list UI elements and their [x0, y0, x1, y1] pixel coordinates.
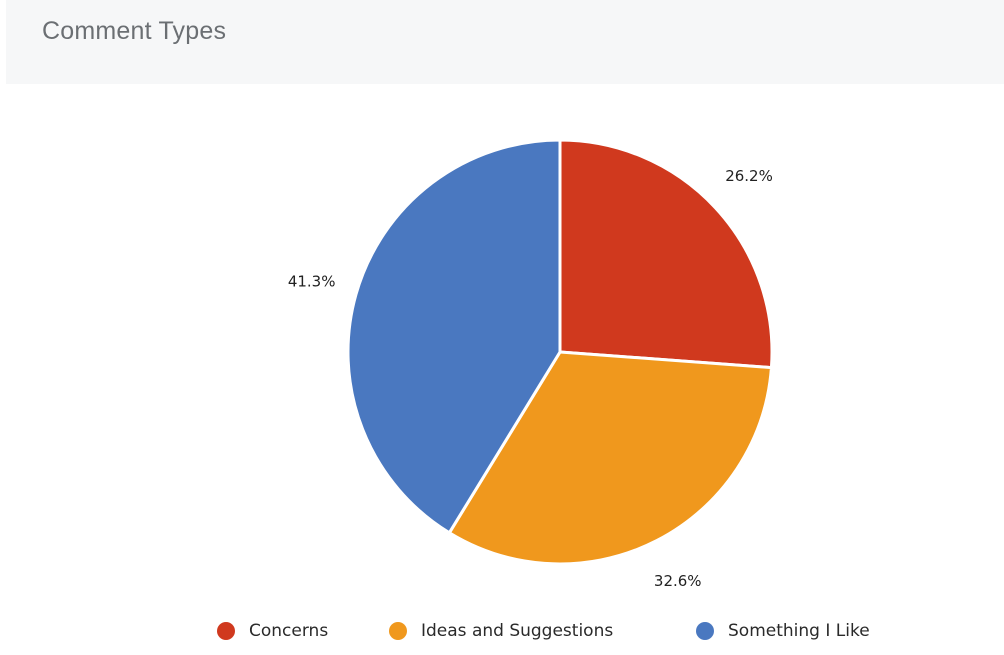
chart-legend: Concerns Ideas and Suggestions Something… [0, 616, 1004, 646]
panel-title: Comment Types [42, 17, 227, 45]
legend-label-concerns: Concerns [249, 621, 329, 641]
slice-label-something-i-like: 41.3% [288, 273, 336, 291]
legend-swatch-ideas-and-suggestions [389, 622, 407, 640]
pie-labels: 26.2% 32.6% 41.3% [288, 167, 773, 590]
legend-label-ideas-and-suggestions: Ideas and Suggestions [421, 621, 614, 641]
pie-slice-concerns[interactable] [558, 138, 774, 370]
legend-item-concerns[interactable]: Concerns [217, 616, 328, 646]
panel-header: Comment Types [6, 0, 1004, 84]
slice-label-concerns: 26.2% [725, 167, 773, 185]
pie-chart: 26.2% 32.6% 41.3% [288, 138, 774, 590]
legend-label-something-i-like: Something I Like [728, 621, 870, 641]
slice-label-ideas-and-suggestions: 32.6% [654, 572, 702, 590]
legend-swatch-concerns [217, 622, 235, 640]
pie-slice-something-i-like[interactable] [346, 138, 562, 535]
legend-item-something-i-like[interactable]: Something I Like [696, 616, 870, 646]
pie-slice-ideas-and-suggestions[interactable] [447, 350, 773, 566]
pie-slices [346, 138, 774, 566]
legend-swatch-something-i-like [696, 622, 714, 640]
legend-item-ideas-and-suggestions[interactable]: Ideas and Suggestions [389, 616, 613, 646]
